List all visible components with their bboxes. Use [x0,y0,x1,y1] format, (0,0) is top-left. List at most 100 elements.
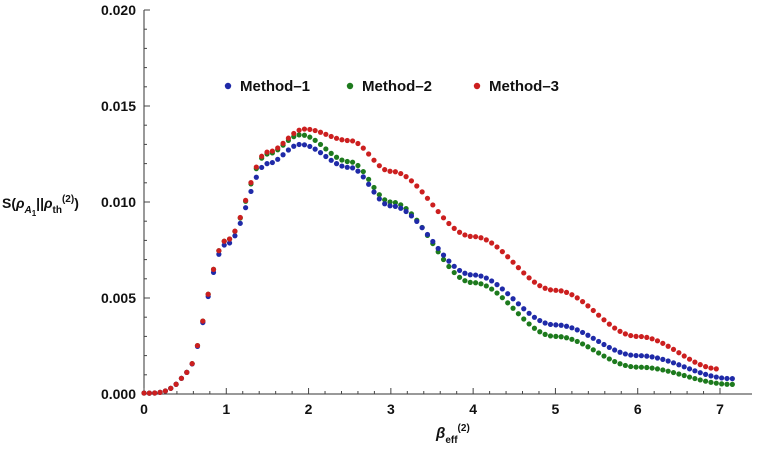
data-point [339,137,345,143]
data-point [456,267,463,274]
data-point [435,208,441,215]
data-point [606,356,612,362]
data-point [430,202,436,208]
data-point [446,263,452,270]
data-point [259,164,265,171]
data-point [184,369,190,375]
data-point [644,364,650,371]
data-point [451,269,457,276]
data-point [355,140,361,147]
data-point [189,361,195,367]
data-point [323,146,329,152]
data-point [719,381,725,387]
data-point [467,272,473,278]
legend-label: Method–2 [362,78,432,95]
data-point [644,334,650,340]
data-point [585,303,591,309]
data-point [483,283,489,289]
data-point [408,178,415,184]
data-point [713,380,719,386]
data-point [419,189,425,195]
data-point [724,381,730,387]
data-point [210,266,217,273]
y-tick-label: 0.010 [101,194,136,210]
data-point [478,281,484,287]
data-point [376,196,382,202]
data-point [521,316,527,322]
data-point [553,287,559,293]
data-point [408,213,415,219]
data-point [505,300,511,306]
data-point [414,183,420,189]
data-point [510,305,516,311]
data-point [622,351,628,357]
data-point [451,225,457,231]
data-point [291,130,297,137]
data-point [499,249,505,255]
data-point [387,203,393,209]
data-point [633,364,639,370]
data-point [280,152,286,158]
data-point [366,151,372,157]
data-point [638,333,645,340]
data-point [349,159,356,165]
data-point [312,146,318,152]
data-point [628,332,634,339]
data-point [456,229,463,235]
data-point [243,205,249,211]
data-point [296,127,302,133]
data-point [301,132,308,138]
data-point [590,335,596,341]
data-point [360,168,366,175]
data-point [333,161,340,167]
data-point [440,215,447,221]
data-point [612,347,618,353]
data-point [692,375,698,382]
data-point [226,236,233,242]
data-point [248,179,254,186]
data-point [478,273,484,279]
data-point [141,390,147,396]
data-point [419,225,425,231]
data-point [617,328,623,334]
data-point [382,197,388,203]
data-point [708,379,714,385]
x-tick-label: 1 [222,401,230,417]
series-1 [141,141,735,396]
data-point [317,129,324,135]
data-point [569,292,575,298]
data-point [579,299,586,305]
data-point [692,359,698,365]
data-point [253,164,259,170]
data-point [366,181,372,187]
data-point [344,158,350,165]
data-point [483,275,489,281]
data-point [510,296,516,302]
data-point [301,126,308,132]
data-point [162,388,168,394]
data-point [462,278,468,284]
data-point [569,325,575,331]
data-point [686,366,693,372]
data-point [275,145,281,151]
data-point [542,285,548,291]
data-point [547,333,554,339]
data-point [307,134,313,140]
data-point [317,150,324,156]
data-point [638,353,645,359]
data-point [579,329,586,336]
data-point [382,201,388,207]
data-point [574,295,580,301]
data-point [665,343,671,349]
data-point [654,366,661,372]
data-point [317,141,324,148]
data-point [243,197,249,203]
data-point [440,256,447,263]
data-point [660,340,666,346]
data-point [328,150,334,156]
x-tick-label: 6 [634,401,642,417]
data-point [708,365,714,371]
data-point [531,314,538,320]
data-point [307,126,313,133]
data-point [697,377,703,383]
